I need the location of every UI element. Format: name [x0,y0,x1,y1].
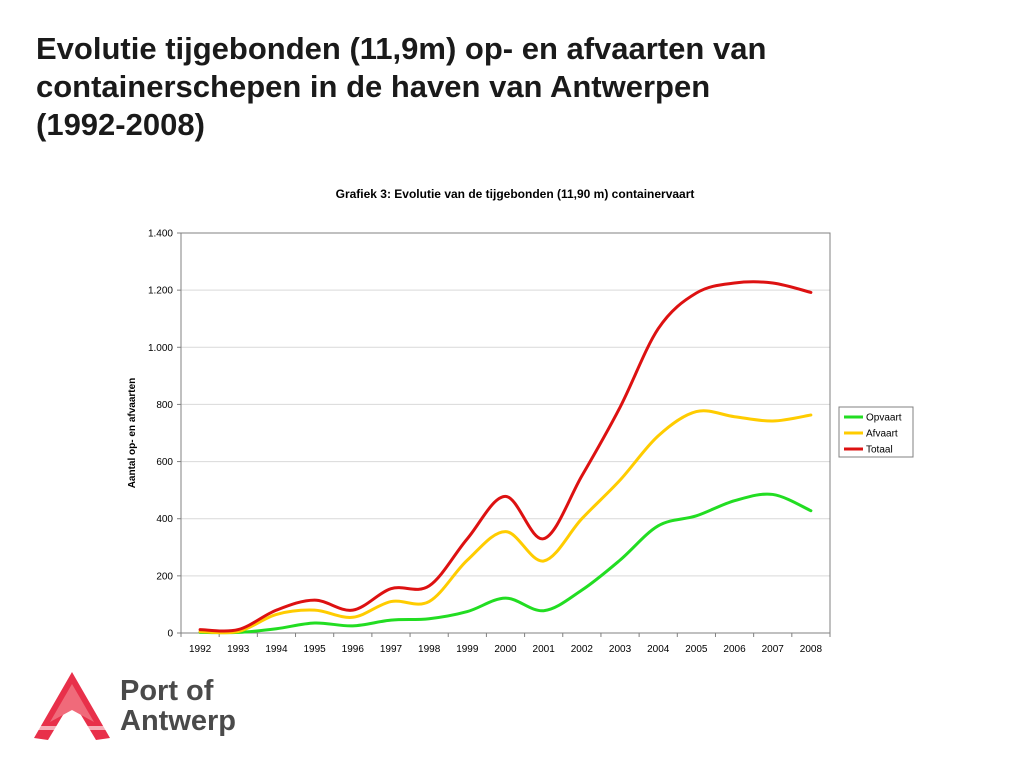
x-tick-label: 1994 [265,644,288,655]
y-tick-label: 1.400 [148,229,173,240]
x-tick-label: 1997 [380,644,403,655]
y-tick-label: 200 [156,571,173,582]
port-of-antwerp-logo-icon [34,672,110,740]
slide-title-line-3: (1992-2008) [36,107,205,142]
legend-label-afvaart: Afvaart [866,429,898,440]
port-of-antwerp-logo: Port of Antwerp [34,672,254,744]
x-tick-label: 2001 [533,644,556,655]
x-tick-label: 1993 [227,644,250,655]
x-tick-label: 1998 [418,644,441,655]
legend-label-opvaart: Opvaart [866,413,902,424]
x-tick-label: 1999 [456,644,479,655]
x-tick-label: 2000 [494,644,517,655]
logo-text: Port of Antwerp [120,676,236,736]
y-tick-label: 600 [156,457,173,468]
x-tick-label: 2003 [609,644,632,655]
x-tick-label: 2007 [762,644,785,655]
logo-text-line-2: Antwerp [120,705,236,737]
x-tick-label: 2004 [647,644,670,655]
x-tick-label: 2008 [800,644,823,655]
slide-title: Evolutie tijgebonden (11,9m) op- en afva… [36,30,996,144]
x-tick-label: 1992 [189,644,212,655]
y-tick-label: 400 [156,514,173,525]
x-tick-label: 2006 [723,644,746,655]
y-tick-label: 0 [167,629,173,640]
slide-title-line-1: Evolutie tijgebonden (11,9m) op- en afva… [36,31,767,66]
y-tick-label: 800 [156,400,173,411]
x-tick-label: 2005 [685,644,708,655]
legend-label-totaal: Totaal [866,445,893,456]
x-tick-label: 1995 [303,644,326,655]
chart-title: Grafiek 3: Evolutie van de tijgebonden (… [336,187,695,201]
plot-area [180,232,831,634]
logo-text-line-1: Port of [120,675,214,707]
y-tick-label: 1.000 [148,343,173,354]
y-tick-label: 1.200 [148,286,173,297]
y-axis-label: Aantal op- en afvaarten [127,378,138,489]
slide-title-line-2: containerschepen in de haven van Antwerp… [36,69,711,104]
x-tick-label: 1996 [342,644,365,655]
x-tick-label: 2002 [571,644,594,655]
series-line-totaal [198,280,813,633]
